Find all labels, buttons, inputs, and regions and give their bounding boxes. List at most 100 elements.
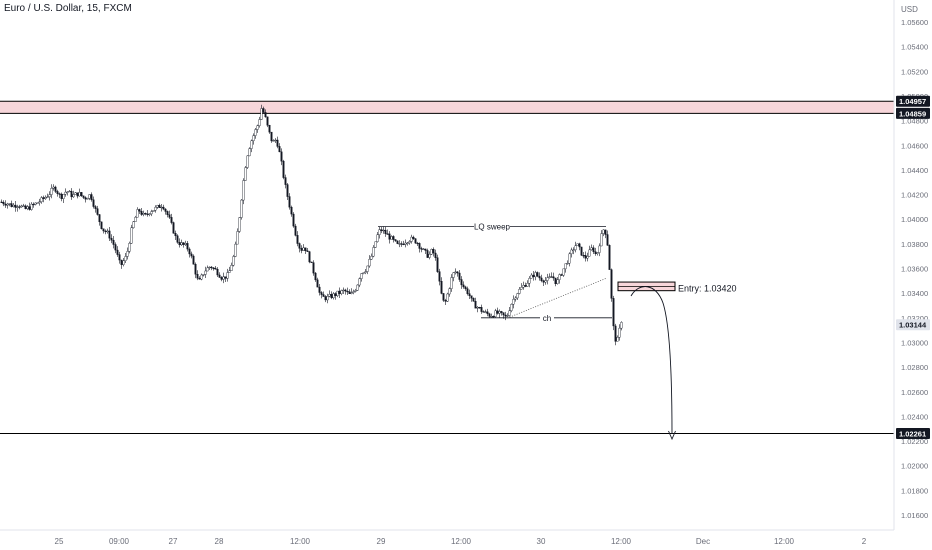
candle-body: [38, 201, 41, 204]
candle-body: [476, 307, 479, 309]
candle-body: [302, 247, 305, 251]
candle-body: [26, 206, 29, 209]
candle-body: [34, 202, 37, 205]
candle-body: [520, 287, 523, 290]
candle-body: [224, 276, 227, 279]
candle-body: [612, 298, 615, 327]
price-labels: 1.04957 1.04859 1.03144 1.02261: [896, 95, 930, 440]
candle-body: [584, 255, 587, 259]
candle-body: [594, 251, 597, 254]
candle-body: [234, 243, 237, 257]
price-tick-label: 1.05400: [901, 43, 928, 52]
candle-body: [388, 233, 391, 240]
candle-body: [348, 291, 351, 294]
candle-body: [178, 242, 181, 246]
candle-body: [456, 271, 459, 274]
candle-body: [16, 206, 19, 208]
price-tick-label: 1.04400: [901, 166, 928, 175]
candle-body: [574, 245, 577, 251]
candle-body: [256, 125, 259, 130]
candle-body: [562, 268, 565, 276]
liquidity-trendline: [504, 277, 608, 320]
entry-label: Entry: 1.03420: [678, 284, 737, 294]
candle-body: [192, 255, 195, 265]
candle-body: [602, 229, 605, 234]
candle-body: [202, 274, 205, 276]
candle-body: [572, 249, 575, 251]
projection-arrow: [630, 286, 673, 435]
price-tick-label: 1.04800: [901, 117, 928, 126]
candle-body: [580, 246, 583, 256]
price-tick-label: 1.04000: [901, 215, 928, 224]
candle-body: [452, 272, 455, 278]
candle-body: [158, 205, 161, 208]
candle-body: [564, 263, 567, 270]
time-tick-label: 12:00: [611, 537, 632, 546]
candle-body: [128, 243, 131, 252]
candle-body: [164, 208, 167, 212]
candle-body: [196, 273, 199, 279]
candle-body: [208, 266, 211, 269]
price-tick-label: 1.02400: [901, 412, 928, 421]
candle-body: [154, 206, 157, 211]
candle-body: [162, 206, 165, 210]
candle-body: [418, 243, 421, 249]
candle-body: [310, 261, 313, 263]
price-axis[interactable]: 1.056001.054001.052001.050001.048001.046…: [901, 18, 928, 520]
candle-body: [86, 198, 89, 200]
candle-body: [30, 203, 33, 210]
candle-body: [138, 209, 141, 212]
price-label-box: [896, 107, 930, 119]
candle-body: [570, 249, 573, 255]
candle-body: [142, 213, 145, 215]
candle-body: [248, 148, 251, 157]
candle-body: [620, 322, 623, 329]
candle-body: [498, 311, 501, 314]
candle-body: [56, 191, 59, 194]
candle-body: [130, 227, 133, 244]
candle-body: [200, 274, 203, 280]
candle-body: [288, 196, 291, 208]
candle-body: [486, 311, 489, 315]
candle-body: [420, 248, 423, 250]
candle-body: [226, 272, 229, 279]
price-tick-label: 1.02600: [901, 388, 928, 397]
candle-body: [212, 267, 215, 269]
candle-body: [362, 272, 365, 274]
candle-body: [260, 108, 263, 120]
price-tick-label: 1.03800: [901, 240, 928, 249]
time-axis[interactable]: 25 09:00 27 28 12:00 29 12:00 30 12:00 Dec 12:00 2: [55, 537, 867, 546]
candle-body: [428, 253, 431, 258]
candle-body: [494, 310, 497, 317]
candle-body: [396, 240, 399, 244]
candle-body: [140, 210, 143, 215]
candle-body: [552, 276, 555, 279]
candle-body: [316, 279, 319, 288]
candle-body: [406, 242, 409, 244]
candle-body: [96, 208, 99, 215]
candle-body: [320, 292, 323, 295]
candle-body: [70, 190, 73, 198]
candle-body: [292, 213, 295, 227]
candle-body: [504, 314, 507, 317]
candle-body: [382, 229, 385, 232]
candle-body: [84, 197, 87, 200]
candle-body: [434, 252, 437, 258]
candle-body: [548, 276, 551, 278]
candle-body: [546, 277, 549, 281]
candle-body: [450, 277, 453, 289]
resistance-zone: [0, 101, 894, 114]
candle-body: [508, 310, 511, 316]
candle-body: [444, 300, 447, 302]
candle-body: [166, 211, 169, 215]
candle-body: [500, 311, 503, 313]
time-tick-label: 09:00: [109, 537, 130, 546]
time-tick-label: Dec: [696, 537, 710, 546]
candle-body: [384, 229, 387, 234]
currency-label: USD: [901, 5, 918, 14]
candle-body: [380, 229, 383, 231]
candle-body: [342, 289, 345, 291]
candle-body: [22, 205, 25, 207]
candle-body: [506, 315, 509, 317]
